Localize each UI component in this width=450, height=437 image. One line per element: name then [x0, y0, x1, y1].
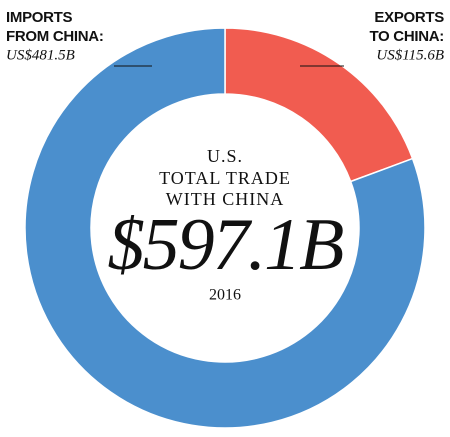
center-title: U.S.: [207, 146, 243, 166]
value-label: US$481.5B: [6, 47, 75, 63]
center-title: TOTAL TRADE: [159, 168, 291, 188]
label: EXPORTS: [374, 9, 444, 26]
center-year: 2016: [209, 287, 241, 304]
label: FROM CHINA:: [6, 28, 104, 45]
label: IMPORTS: [6, 9, 73, 26]
label: TO CHINA:: [369, 28, 444, 45]
center-value: $597.1B: [108, 204, 344, 286]
donut: [24, 27, 426, 429]
value-label: US$115.6B: [376, 47, 444, 63]
center-title: WITH CHINA: [166, 189, 284, 209]
slice: [24, 27, 426, 429]
